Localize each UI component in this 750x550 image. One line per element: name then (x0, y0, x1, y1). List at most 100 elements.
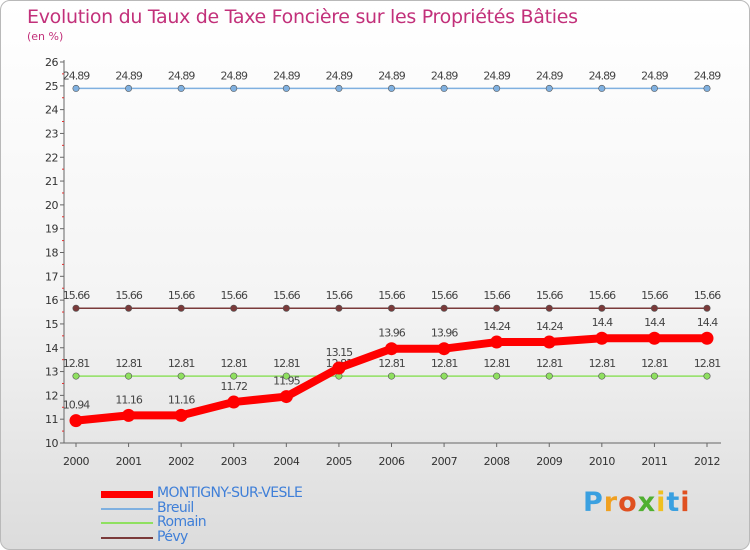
data-point (282, 84, 290, 92)
data-point (703, 304, 711, 312)
y-tick-label: 23 (45, 127, 58, 140)
data-label: 12.81 (221, 357, 248, 370)
logo-letter: i (680, 487, 691, 518)
y-tick-label: 14 (45, 342, 58, 355)
data-label: 24.89 (115, 69, 142, 82)
x-tick-label: 2003 (221, 455, 247, 468)
data-point (122, 408, 136, 422)
data-label: 11.16 (168, 393, 195, 406)
x-tick-label: 2008 (484, 455, 510, 468)
y-tick-label: 19 (45, 223, 58, 236)
data-point (703, 372, 711, 380)
data-point (387, 372, 395, 380)
data-label: 12.81 (378, 357, 405, 370)
y-tick-label: 16 (45, 294, 58, 307)
data-point (598, 304, 606, 312)
data-label: 24.89 (221, 69, 248, 82)
data-label: 14.24 (536, 320, 563, 333)
data-point (598, 84, 606, 92)
data-label: 15.66 (641, 289, 668, 302)
data-label: 15.66 (115, 289, 142, 302)
data-label: 13.96 (431, 327, 458, 340)
data-label: 12.81 (63, 357, 90, 370)
legend-label: Romain (157, 514, 207, 530)
data-label: 12.81 (168, 357, 195, 370)
y-tick-label: 10 (45, 437, 58, 450)
data-label: 24.89 (641, 69, 668, 82)
data-point (598, 372, 606, 380)
data-point (335, 84, 343, 92)
chart-subtitle: (en %) (27, 30, 64, 43)
data-point (437, 342, 451, 356)
data-point (230, 304, 238, 312)
data-label: 14.4 (592, 316, 613, 329)
legend-swatch (101, 536, 153, 539)
data-point (703, 84, 711, 92)
data-point (72, 372, 80, 380)
logo-letter: x (637, 487, 657, 518)
legend-swatch (101, 490, 153, 498)
y-tick-label: 11 (45, 413, 58, 426)
y-tick-label: 25 (45, 80, 58, 93)
data-point (440, 304, 448, 312)
data-point (650, 304, 658, 312)
data-point (125, 372, 133, 380)
y-tick-label: 22 (45, 151, 58, 164)
data-point (700, 331, 714, 345)
data-label: 10.94 (63, 399, 90, 412)
y-tick-label: 20 (45, 199, 58, 212)
data-point (385, 342, 398, 356)
data-label: 11.95 (273, 375, 300, 388)
chart-title: Evolution du Taux de Taxe Foncière sur l… (27, 6, 578, 28)
data-point (332, 361, 346, 375)
data-point (69, 414, 83, 428)
y-tick-label: 15 (45, 318, 58, 331)
x-tick-label: 2006 (379, 455, 405, 468)
data-point (650, 372, 658, 380)
data-point (545, 304, 553, 312)
data-label: 13.96 (378, 327, 405, 340)
data-label: 24.89 (63, 69, 90, 82)
data-label: 12.81 (536, 357, 563, 370)
data-point (279, 390, 293, 404)
data-label: 15.66 (589, 289, 616, 302)
y-tick-label: 26 (45, 56, 58, 69)
data-point (230, 84, 238, 92)
data-label: 15.66 (483, 289, 510, 302)
logo-letter: t (666, 487, 681, 518)
data-point (125, 84, 133, 92)
x-tick-label: 2007 (431, 455, 457, 468)
data-point (227, 395, 241, 409)
data-point (440, 372, 448, 380)
legend-label: MONTIGNY-SUR-VESLE (157, 485, 303, 501)
legend-swatch (101, 507, 153, 510)
data-point (387, 304, 395, 312)
data-point (542, 335, 556, 349)
legend-label: Breuil (157, 499, 194, 516)
data-label: 12.81 (589, 357, 616, 370)
data-point (493, 304, 501, 312)
data-point (545, 84, 553, 92)
data-label: 15.66 (536, 289, 563, 302)
legend-swatch (101, 522, 153, 525)
data-label: 24.89 (483, 69, 510, 82)
data-label: 24.89 (378, 69, 405, 82)
y-tick-label: 17 (45, 270, 58, 283)
x-tick-label: 2001 (116, 455, 142, 468)
data-label: 24.89 (694, 69, 721, 82)
y-tick-label: 13 (45, 366, 58, 379)
y-tick-label: 24 (45, 104, 58, 117)
data-label: 15.66 (694, 289, 721, 302)
data-label: 14.24 (483, 320, 510, 333)
y-tick-label: 18 (45, 247, 58, 260)
data-point (647, 331, 661, 345)
logo-letter: i (656, 487, 667, 518)
logo-letter: P (583, 487, 604, 518)
data-label: 24.89 (326, 69, 353, 82)
data-label: 24.89 (273, 69, 300, 82)
x-tick-label: 2000 (63, 455, 89, 468)
data-label: 11.72 (221, 380, 248, 393)
proxiti-logo: Proxiti (583, 487, 691, 518)
